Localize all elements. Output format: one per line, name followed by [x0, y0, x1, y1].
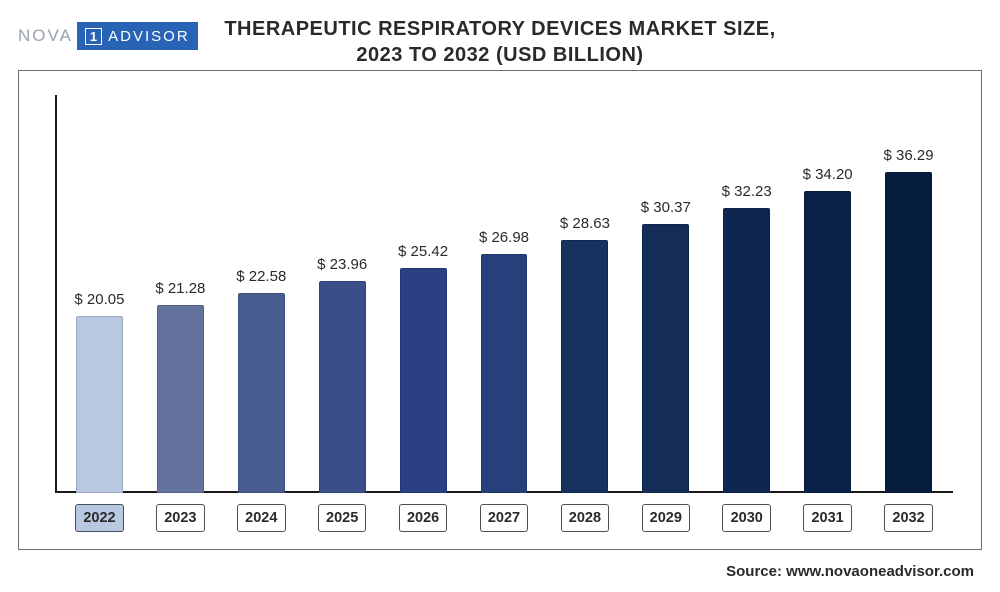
bar-slot: $ 34.20 — [787, 95, 868, 493]
x-label-text: 2025 — [318, 504, 367, 532]
chart-container: NOVA 1 ADVISOR THERAPEUTIC RESPIRATORY D… — [0, 0, 1000, 592]
header: NOVA 1 ADVISOR THERAPEUTIC RESPIRATORY D… — [0, 0, 1000, 70]
x-label: 2028 — [544, 501, 625, 535]
x-labels-row: 2022 2023 2024 2025 2026 2027 2028 2029 2030 2031… — [55, 501, 953, 535]
bar-value-label: $ 34.20 — [803, 166, 853, 183]
bar — [481, 254, 528, 493]
bar — [319, 281, 366, 493]
x-label: 2024 — [221, 501, 302, 535]
chart-frame: $ 20.05 $ 21.28 $ 22.58 $ 23.96 $ 25.42 $ 26.… — [18, 70, 982, 550]
source-label: Source: www.novaoneadvisor.com — [726, 563, 974, 580]
bar-value-label: $ 28.63 — [560, 215, 610, 232]
x-label-text: 2032 — [884, 504, 933, 532]
x-label: 2025 — [302, 501, 383, 535]
x-label: 2023 — [140, 501, 221, 535]
bar-slot: $ 21.28 — [140, 95, 221, 493]
x-label: 2022 — [59, 501, 140, 535]
bar — [723, 208, 770, 493]
x-label-text: 2031 — [803, 504, 852, 532]
bar — [561, 240, 608, 493]
bar-slot: $ 25.42 — [383, 95, 464, 493]
bar-slot: $ 20.05 — [59, 95, 140, 493]
bar-value-label: $ 22.58 — [236, 268, 286, 285]
bar-value-label: $ 30.37 — [641, 199, 691, 216]
brand-logo: NOVA 1 ADVISOR — [18, 22, 198, 50]
bar — [885, 172, 932, 493]
x-label-text: 2029 — [642, 504, 691, 532]
bar-value-label: $ 20.05 — [74, 291, 124, 308]
x-label-text: 2026 — [399, 504, 448, 532]
x-label-text: 2030 — [722, 504, 771, 532]
x-label-text: 2023 — [156, 504, 205, 532]
bar — [642, 224, 689, 493]
x-label: 2032 — [868, 501, 949, 535]
bar — [76, 316, 123, 493]
x-label-text: 2024 — [237, 504, 286, 532]
x-label-text: 2027 — [480, 504, 529, 532]
bar-value-label: $ 25.42 — [398, 243, 448, 260]
bar-value-label: $ 21.28 — [155, 280, 205, 297]
bar-slot: $ 36.29 — [868, 95, 949, 493]
bar — [238, 293, 285, 493]
title-line-1: THERAPEUTIC RESPIRATORY DEVICES MARKET S… — [224, 18, 775, 40]
bar-slot: $ 26.98 — [464, 95, 545, 493]
bar-slot: $ 28.63 — [544, 95, 625, 493]
logo-one: 1 — [85, 28, 102, 45]
x-label: 2029 — [625, 501, 706, 535]
bar-slot: $ 23.96 — [302, 95, 383, 493]
x-label-text: 2022 — [75, 504, 124, 532]
x-label: 2026 — [383, 501, 464, 535]
bar-value-label: $ 36.29 — [883, 147, 933, 164]
logo-text-right: ADVISOR — [108, 28, 190, 45]
bar-slot: $ 22.58 — [221, 95, 302, 493]
bars-group: $ 20.05 $ 21.28 $ 22.58 $ 23.96 $ 25.42 $ 26.… — [55, 95, 953, 493]
logo-text-left: NOVA — [18, 26, 77, 46]
bar — [400, 268, 447, 493]
bar — [804, 191, 851, 493]
bar — [157, 305, 204, 493]
x-label: 2027 — [464, 501, 545, 535]
x-label: 2031 — [787, 501, 868, 535]
bar-value-label: $ 32.23 — [722, 183, 772, 200]
plot-area: $ 20.05 $ 21.28 $ 22.58 $ 23.96 $ 25.42 $ 26.… — [55, 95, 953, 493]
x-label: 2030 — [706, 501, 787, 535]
bar-slot: $ 32.23 — [706, 95, 787, 493]
bar-value-label: $ 23.96 — [317, 256, 367, 273]
bar-slot: $ 30.37 — [625, 95, 706, 493]
bar-value-label: $ 26.98 — [479, 229, 529, 246]
logo-box: 1 ADVISOR — [77, 22, 198, 50]
x-label-text: 2028 — [561, 504, 610, 532]
